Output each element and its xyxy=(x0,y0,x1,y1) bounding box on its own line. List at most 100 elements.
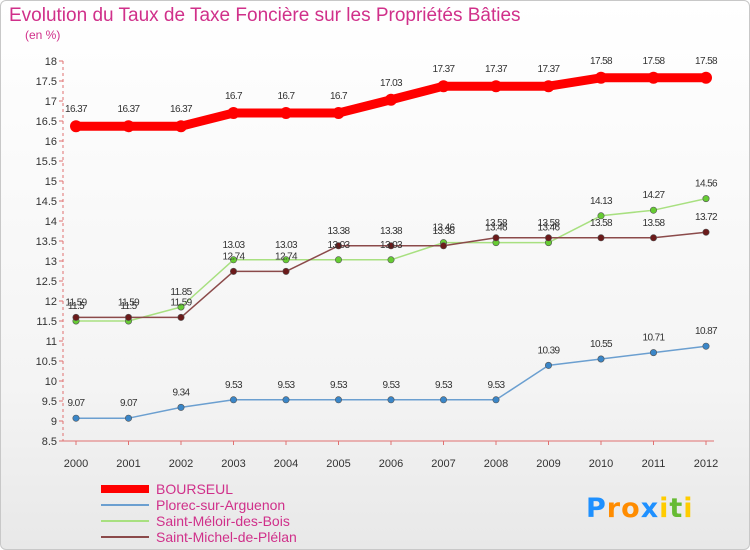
data-label: 16.37 xyxy=(117,104,140,115)
legend-label: BOURSEUL xyxy=(156,481,234,497)
data-label: 12.74 xyxy=(222,251,245,262)
data-label: 13.58 xyxy=(485,218,508,229)
data-point xyxy=(597,355,605,363)
x-tick-label: 2010 xyxy=(589,458,613,470)
y-tick-label: 11.5 xyxy=(36,316,57,328)
data-point xyxy=(282,256,290,264)
data-label: 13.03 xyxy=(275,240,298,251)
data-labels: 16.37 16.37 16.37 16.7 16.7 16.7 17.03 17.37 17.… xyxy=(65,56,719,409)
data-label: 11.5 xyxy=(120,301,137,312)
data-label: 9.53 xyxy=(487,380,505,391)
data-label: 9.34 xyxy=(172,387,190,398)
data-point xyxy=(125,414,133,422)
y-tick-label: 14.5 xyxy=(36,196,57,208)
data-label: 17.37 xyxy=(537,64,560,75)
data-point xyxy=(230,396,238,404)
x-tick-label: 2003 xyxy=(221,458,245,470)
data-label: 16.7 xyxy=(330,91,348,102)
data-point xyxy=(332,107,345,119)
data-label: 12.74 xyxy=(275,251,298,262)
data-label: 14.27 xyxy=(642,190,665,201)
legend-label: Plorec-sur-Arguenon xyxy=(156,497,286,513)
data-label: 9.53 xyxy=(277,380,295,391)
data-label: 14.56 xyxy=(695,179,718,190)
x-tick-label: 2000 xyxy=(64,458,88,470)
data-label: 9.53 xyxy=(330,380,348,391)
x-tick-label: 2004 xyxy=(274,458,298,470)
y-tick-label: 17 xyxy=(45,96,57,108)
x-tick-label: 2007 xyxy=(431,458,455,470)
data-point xyxy=(649,234,657,242)
logo-letter: P xyxy=(586,493,607,524)
x-tick-label: 2012 xyxy=(694,458,718,470)
y-tick-label: 17.5 xyxy=(36,76,57,88)
logo-letter: o xyxy=(621,493,641,524)
data-label: 16.7 xyxy=(277,91,295,102)
data-point xyxy=(334,396,342,404)
data-label: 17.37 xyxy=(432,64,455,75)
data-point xyxy=(280,107,292,119)
data-label: 11.85 xyxy=(170,287,192,298)
logo-letter: x xyxy=(640,493,660,524)
data-point xyxy=(387,242,395,250)
logo-letter: t xyxy=(669,493,684,524)
data-point xyxy=(387,396,395,404)
y-tick-label: 13 xyxy=(45,256,57,268)
data-point xyxy=(544,234,552,242)
logo-letter: i xyxy=(683,493,694,524)
y-tick-label: 12 xyxy=(45,296,57,308)
data-label: 13.58 xyxy=(537,218,560,229)
data-point xyxy=(387,256,395,264)
data-point xyxy=(439,396,447,404)
data-label: 13.03 xyxy=(222,240,245,251)
data-label: 9.53 xyxy=(435,380,453,391)
data-point xyxy=(702,195,710,203)
data-label: 17.37 xyxy=(485,64,508,75)
data-point xyxy=(542,80,555,93)
data-point xyxy=(597,212,605,220)
data-label: 17.58 xyxy=(695,56,718,67)
data-point xyxy=(647,71,660,84)
data-point xyxy=(649,206,657,214)
y-tick-label: 14 xyxy=(45,216,57,228)
y-tick-label: 16 xyxy=(45,136,57,148)
data-point xyxy=(492,234,500,242)
data-point xyxy=(439,242,447,250)
y-tick-label: 9 xyxy=(51,416,57,428)
y-tick-label: 18 xyxy=(45,56,57,68)
x-tick-label: 2002 xyxy=(169,458,193,470)
x-tick-label: 2008 xyxy=(484,458,508,470)
data-label: 13.38 xyxy=(380,226,403,237)
data-label: 9.53 xyxy=(382,380,400,391)
y-tick-label: 10.5 xyxy=(36,356,57,368)
data-label: 10.39 xyxy=(537,345,560,356)
data-point xyxy=(175,120,187,133)
data-point xyxy=(70,120,82,133)
data-point xyxy=(702,342,710,350)
x-tick-label: 2011 xyxy=(642,458,666,470)
data-point xyxy=(177,403,185,411)
data-point xyxy=(125,313,133,321)
data-label: 16.37 xyxy=(170,104,193,115)
data-label: 10.55 xyxy=(590,339,613,350)
data-label: 13.38 xyxy=(327,226,350,237)
data-point xyxy=(597,234,605,242)
data-label: 11.5 xyxy=(68,301,85,312)
axes: 8.5 9 9.5 10 10.5 11 11.5 12 12.5 13 13.5 14 14.5 15 1… xyxy=(36,56,719,470)
data-point xyxy=(595,71,607,84)
data-label: 9.53 xyxy=(225,380,243,391)
data-label: 11.59 xyxy=(170,297,192,308)
data-label: 13.38 xyxy=(432,226,455,237)
data-point xyxy=(230,256,238,264)
y-tick-label: 15 xyxy=(45,176,57,188)
data-label: 14.13 xyxy=(590,196,613,207)
proxiti-logo: Proxiti xyxy=(586,493,694,524)
x-tick-label: 2005 xyxy=(326,458,350,470)
data-label: 13.46 xyxy=(432,223,455,234)
y-tick-label: 11 xyxy=(46,336,57,348)
data-point xyxy=(544,361,552,369)
data-point xyxy=(227,107,240,119)
y-tick-label: 8.5 xyxy=(42,436,57,448)
data-label: 17.58 xyxy=(590,56,613,67)
